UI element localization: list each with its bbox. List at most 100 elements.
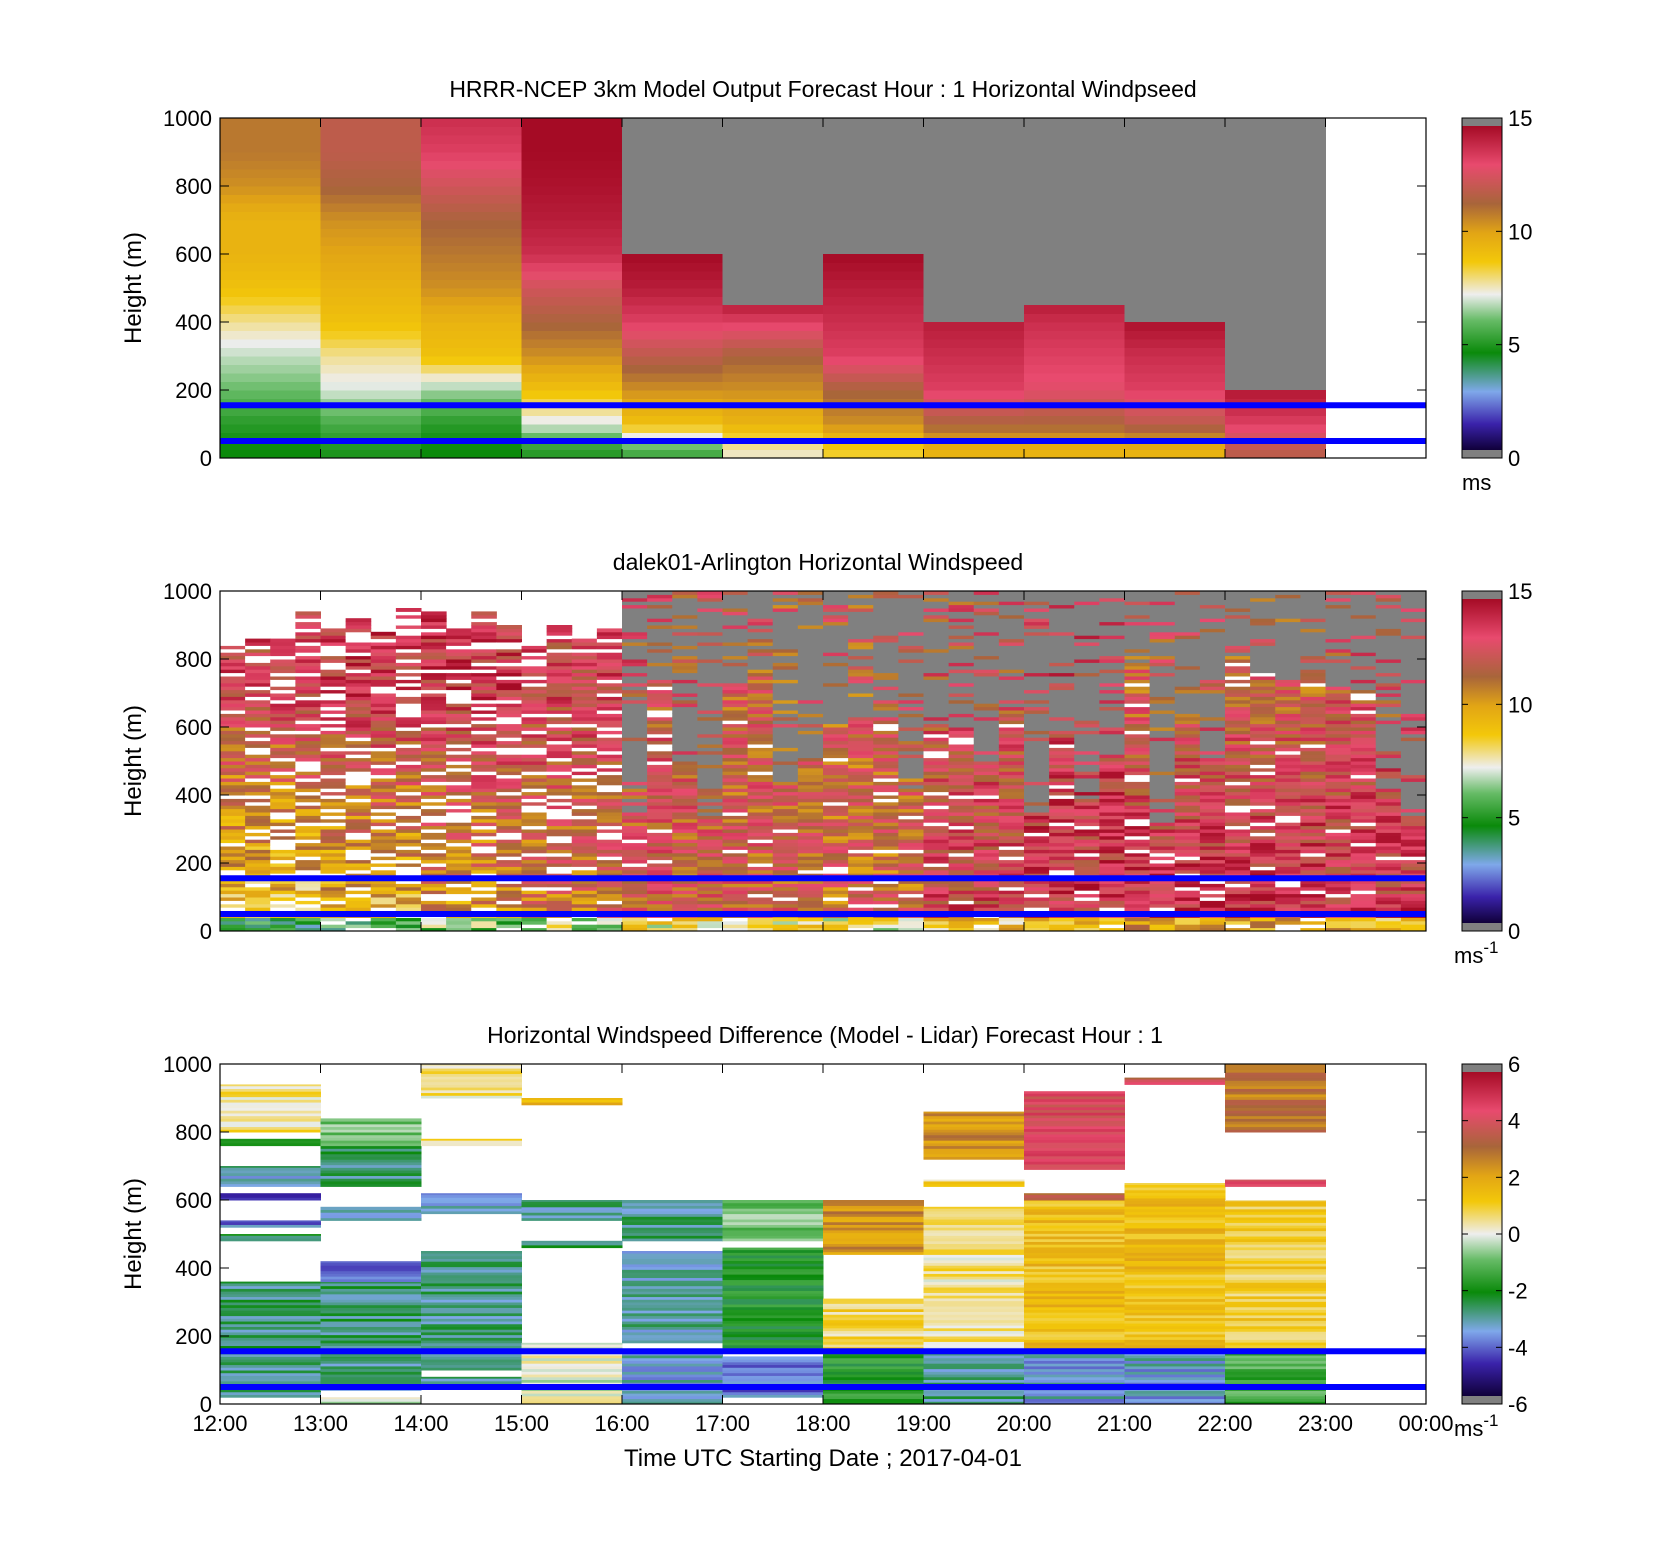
heatmap-cell: [1149, 795, 1176, 799]
heatmap-cell: [596, 703, 623, 708]
heatmap-cell: [270, 750, 296, 755]
heatmap-cell: [1074, 788, 1100, 793]
heatmap-cell: [998, 774, 1025, 779]
heatmap-cell: [596, 893, 623, 898]
heatmap-cell: [1049, 873, 1075, 878]
heatmap-cell: [1199, 744, 1226, 748]
heatmap-cell: [345, 856, 372, 861]
heatmap-cell: [421, 829, 447, 833]
heatmap-cell: [873, 873, 899, 878]
heatmap-cell: [370, 635, 397, 640]
heatmap-cell: [295, 730, 321, 735]
heatmap-cell: [848, 591, 874, 595]
heatmap-cell: [1325, 839, 1352, 844]
heatmap-cell: [823, 866, 849, 871]
heatmap-cell: [923, 669, 950, 674]
heatmap-cell: [1350, 682, 1377, 687]
heatmap-cell: [948, 767, 975, 772]
heatmap-cell: [1350, 791, 1377, 796]
heatmap-cell: [1375, 774, 1402, 779]
heatmap-cell: [697, 920, 723, 925]
heatmap-cell: [1250, 774, 1276, 779]
heatmap-cell: [1124, 788, 1151, 793]
heatmap-cell: [1250, 832, 1276, 837]
heatmap-cell: [1375, 693, 1402, 697]
heatmap-cell: [395, 713, 422, 718]
heatmap-cell: [1250, 645, 1276, 650]
heatmap-cell: [446, 795, 472, 799]
heatmap-cell: [1149, 676, 1176, 680]
heatmap-cell: [395, 846, 422, 850]
heatmap-cell: [546, 733, 573, 738]
heatmap-cell: [772, 676, 799, 680]
heatmap-cell: [1049, 611, 1075, 616]
heatmap-cell: [1350, 747, 1377, 752]
heatmap-cell: [521, 798, 548, 803]
heatmap-cell: [270, 788, 296, 793]
heatmap-cell: [1149, 682, 1176, 687]
heatmap-cell: [1225, 900, 1251, 905]
heatmap-cell: [571, 696, 598, 701]
heatmap-cell: [973, 784, 1000, 789]
heatmap-cell: [1049, 737, 1075, 742]
heatmap-cell: [571, 869, 598, 874]
heatmap-cell: [697, 662, 723, 667]
heatmap-cell: [395, 856, 422, 861]
heatmap-cell: [697, 652, 723, 657]
heatmap-cell: [1325, 866, 1352, 871]
heatmap-cell: [1275, 635, 1301, 640]
heatmap-cell: [747, 764, 774, 769]
heatmap-cell: [1049, 774, 1075, 779]
heatmap-cell: [647, 713, 673, 718]
heatmap-cell: [370, 720, 397, 725]
heatmap-cell: [923, 415, 1025, 425]
heatmap-cell: [1149, 659, 1176, 663]
heatmap-cell: [1174, 659, 1201, 663]
heatmap-cell: [823, 767, 849, 772]
heatmap-cell: [1099, 628, 1125, 633]
heatmap-cell: [1074, 686, 1100, 691]
heatmap-cell: [1099, 713, 1125, 718]
heatmap-cell: [1024, 801, 1050, 806]
heatmap-cell: [898, 863, 924, 867]
heatmap-cell: [697, 703, 723, 708]
heatmap-cell: [471, 761, 497, 765]
heatmap-cell: [848, 737, 874, 742]
heatmap-cell: [1225, 706, 1251, 711]
heatmap-cell: [220, 880, 246, 884]
heatmap-cell: [1099, 788, 1125, 793]
heatmap-cell: [722, 815, 749, 820]
heatmap-cell: [1149, 608, 1176, 612]
heatmap-cell: [1049, 635, 1075, 640]
heatmap-cell: [998, 829, 1025, 833]
heatmap-cell: [1049, 791, 1075, 796]
heatmap-cell: [873, 917, 899, 922]
heatmap-cell: [1149, 822, 1176, 827]
heatmap-cell: [948, 805, 975, 810]
heatmap-cell: [622, 903, 648, 908]
heatmap-cell: [948, 835, 975, 840]
heatmap-cell: [295, 815, 321, 820]
heatmap-cell: [1024, 648, 1050, 653]
heatmap-cell: [1149, 706, 1176, 711]
y-tick-label: 1000: [163, 106, 212, 131]
heatmap-cell: [1199, 733, 1226, 738]
heatmap-cell: [622, 608, 648, 612]
heatmap-cell: [421, 808, 447, 813]
heatmap-cell: [998, 591, 1025, 595]
heatmap-cell: [446, 808, 472, 813]
heatmap-cell: [722, 635, 749, 640]
heatmap-cell: [823, 801, 849, 806]
heatmap-cell: [823, 893, 849, 898]
heatmap-cell: [1124, 597, 1151, 602]
heatmap-cell: [873, 686, 899, 691]
heatmap-cell: [546, 672, 573, 677]
heatmap-cell: [320, 829, 347, 833]
heatmap-cell: [320, 676, 347, 680]
heatmap-cell: [395, 631, 422, 636]
heatmap-cell: [270, 737, 296, 742]
colorbar-frame: [1461, 117, 1503, 459]
heatmap-cell: [722, 747, 749, 752]
heatmap-cell: [1149, 829, 1176, 833]
heatmap-cell: [647, 733, 673, 738]
